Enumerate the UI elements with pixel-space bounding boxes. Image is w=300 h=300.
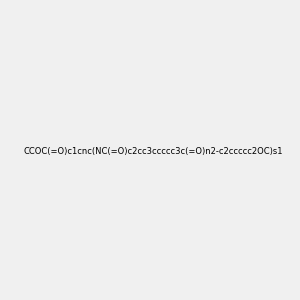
Text: CCOC(=O)c1cnc(NC(=O)c2cc3ccccc3c(=O)n2-c2ccccc2OC)s1: CCOC(=O)c1cnc(NC(=O)c2cc3ccccc3c(=O)n2-c… [24, 147, 284, 156]
